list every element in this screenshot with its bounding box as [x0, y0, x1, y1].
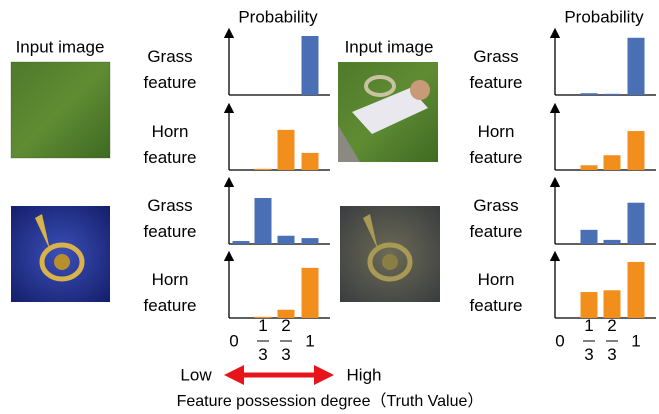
dull-horn-image — [340, 206, 440, 302]
scale-low: Low — [180, 365, 212, 384]
bar — [302, 268, 319, 318]
bar — [302, 238, 319, 244]
column-header: Probability — [564, 7, 644, 26]
bar — [628, 131, 645, 170]
bar — [278, 236, 295, 244]
bar — [581, 292, 598, 318]
bar — [255, 169, 272, 170]
bar — [604, 155, 621, 170]
scale-high: High — [347, 365, 382, 384]
figure: Probability Probability Input image Inpu… — [0, 0, 659, 414]
image-caption: Input image — [345, 37, 434, 56]
image-caption: Input image — [16, 37, 105, 56]
bar — [581, 165, 598, 170]
bar — [233, 241, 250, 244]
page: { "column_headers": ["Probability", "Pro… — [0, 0, 659, 414]
scale-caption: Feature possession degree（Truth Value） — [177, 392, 484, 410]
bar — [278, 130, 295, 170]
bar — [302, 36, 319, 95]
column-header: Probability — [238, 7, 318, 26]
bar — [302, 153, 319, 170]
bar — [604, 240, 621, 244]
bar — [628, 262, 645, 318]
x-tick-label: 0 — [555, 331, 564, 350]
x-tick-label: 0 — [229, 331, 238, 350]
bar — [581, 93, 598, 95]
bar — [628, 203, 645, 244]
horn-image — [11, 206, 110, 302]
bar — [255, 198, 272, 244]
person-horn-image — [338, 62, 438, 162]
bar — [604, 94, 621, 95]
bar — [604, 290, 621, 318]
x-tick-label: 1 — [631, 331, 640, 350]
x-tick-label: 1 — [305, 331, 314, 350]
bar — [581, 230, 598, 244]
bar — [628, 38, 645, 95]
grass-image — [11, 62, 110, 158]
